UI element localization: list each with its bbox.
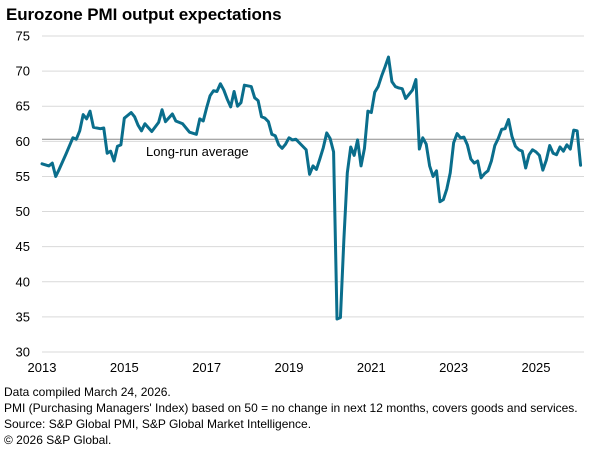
y-tick-label: 75 xyxy=(16,29,30,44)
y-tick-label: 35 xyxy=(16,309,30,324)
reference-line-label: Long-run average xyxy=(146,144,249,159)
y-tick-label: 60 xyxy=(16,134,30,149)
chart-notes: Data compiled March 24, 2026. PMI (Purch… xyxy=(4,384,578,448)
series-line xyxy=(40,55,583,321)
gridlines xyxy=(42,35,584,353)
x-axis-ticks: 2013 2015 2017 2019 2021 2023 2025 xyxy=(28,360,551,375)
chart-title: Eurozone PMI output expectations xyxy=(6,5,282,24)
y-tick-label: 30 xyxy=(16,345,30,360)
y-tick-label: 45 xyxy=(16,239,30,254)
y-tick-label: 70 xyxy=(16,64,30,79)
note-copyright: © 2026 S&P Global. xyxy=(4,433,112,447)
y-tick-label: 65 xyxy=(16,99,30,114)
reference-line-group: Long-run average xyxy=(42,138,584,161)
x-tick-label: 2021 xyxy=(357,360,386,375)
x-tick-label: 2023 xyxy=(439,360,468,375)
reference-label-background xyxy=(142,143,254,161)
x-tick-label: 2017 xyxy=(192,360,221,375)
y-axis-ticks: 75 70 65 60 55 50 45 40 35 30 xyxy=(16,29,30,360)
note-definition: PMI (Purchasing Managers' Index) based o… xyxy=(4,401,578,415)
x-tick-label: 2019 xyxy=(275,360,304,375)
x-tick-label: 2013 xyxy=(28,360,57,375)
y-tick-label: 40 xyxy=(16,274,30,289)
x-tick-label: 2015 xyxy=(110,360,139,375)
chart-plot: 75 70 65 60 55 50 45 40 35 30 2013 2015 2017 2019 202… xyxy=(16,29,584,375)
series-group xyxy=(40,55,583,321)
note-source: Source: S&P Global PMI, S&P Global Marke… xyxy=(4,417,312,431)
x-tick-label: 2025 xyxy=(522,360,551,375)
note-compiled: Data compiled March 24, 2026. xyxy=(4,385,171,399)
y-tick-label: 50 xyxy=(16,204,30,219)
y-tick-label: 55 xyxy=(16,169,30,184)
